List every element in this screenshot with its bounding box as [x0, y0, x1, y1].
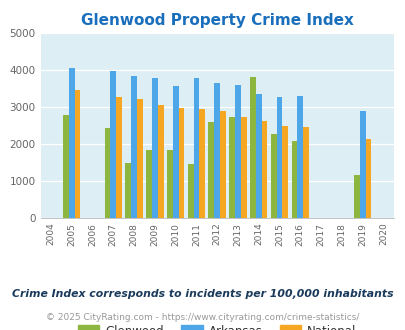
Bar: [187, 164, 193, 218]
Text: © 2025 CityRating.com - https://www.cityrating.com/crime-statistics/: © 2025 CityRating.com - https://www.city…: [46, 313, 359, 322]
Bar: [125, 163, 131, 218]
Title: Glenwood Property Crime Index: Glenwood Property Crime Index: [81, 13, 353, 28]
Bar: [220, 111, 225, 218]
Bar: [136, 99, 143, 218]
Bar: [178, 108, 184, 218]
Bar: [208, 122, 214, 218]
Bar: [255, 94, 261, 218]
Bar: [110, 71, 116, 218]
Bar: [63, 115, 69, 218]
Bar: [303, 127, 308, 218]
Bar: [172, 86, 178, 218]
Bar: [104, 128, 110, 218]
Text: Crime Index corresponds to incidents per 100,000 inhabitants: Crime Index corresponds to incidents per…: [12, 289, 393, 299]
Bar: [151, 79, 158, 218]
Bar: [116, 97, 122, 218]
Bar: [240, 117, 246, 218]
Legend: Glenwood, Arkansas, National: Glenwood, Arkansas, National: [73, 320, 360, 330]
Bar: [359, 111, 364, 218]
Bar: [282, 126, 288, 218]
Bar: [69, 68, 75, 218]
Bar: [276, 97, 282, 218]
Bar: [261, 121, 267, 218]
Bar: [131, 76, 136, 218]
Bar: [297, 96, 303, 218]
Bar: [270, 134, 276, 218]
Bar: [146, 150, 151, 218]
Bar: [353, 175, 359, 218]
Bar: [166, 150, 172, 218]
Bar: [214, 83, 220, 218]
Bar: [75, 90, 80, 218]
Bar: [364, 140, 371, 218]
Bar: [193, 79, 199, 218]
Bar: [234, 85, 240, 218]
Bar: [158, 106, 163, 218]
Bar: [199, 109, 205, 218]
Bar: [291, 141, 297, 218]
Bar: [229, 117, 234, 218]
Bar: [249, 77, 255, 218]
